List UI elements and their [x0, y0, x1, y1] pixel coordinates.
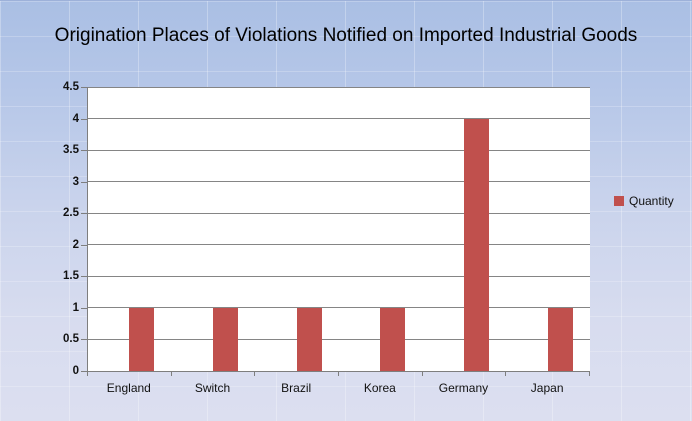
y-axis-tick [81, 339, 87, 341]
y-axis-tick [81, 181, 87, 183]
y-axis-tick-label: 2.5 [63, 207, 79, 220]
x-axis-category-label: England [106, 381, 151, 395]
y-axis-tick-label: 0.5 [63, 333, 79, 346]
y-axis-tick-label: 2 [72, 238, 79, 251]
y-axis-tick [81, 307, 87, 309]
x-axis-tick [421, 372, 423, 376]
gridline [88, 212, 590, 214]
legend: Quantity [614, 194, 674, 208]
legend-series-label: Quantity [629, 194, 674, 208]
gridline [88, 149, 590, 151]
x-axis-category-label: Germany [438, 381, 489, 395]
x-axis-tick [338, 372, 339, 376]
x-axis-category-label: Korea [363, 381, 396, 395]
bar-england [129, 307, 155, 371]
y-axis-tick-label: 4.5 [63, 81, 79, 93]
gridline [88, 338, 590, 340]
gridline [88, 244, 590, 246]
y-axis-tick [81, 150, 87, 152]
bar-brazil [296, 307, 322, 371]
y-axis-tick [81, 87, 87, 88]
bar-korea [380, 307, 406, 371]
y-axis-tick-label: 1 [72, 301, 79, 314]
chart-title: Origination Places of Violations Notifie… [54, 25, 638, 46]
x-axis-category-label: Brazil [281, 381, 312, 395]
legend-swatch-icon [614, 196, 624, 206]
x-axis-tick [505, 372, 507, 376]
y-axis-tick [81, 371, 87, 372]
gridline [88, 86, 590, 88]
y-axis-tick [81, 276, 87, 278]
bar-japan [547, 307, 573, 371]
y-axis-tick [81, 118, 87, 120]
y-axis-tick-label: 1.5 [63, 270, 79, 283]
x-axis-category-label: Japan [530, 381, 564, 395]
gridline [88, 307, 590, 309]
gridline [88, 181, 590, 183]
x-axis-tick [254, 372, 256, 376]
x-axis-tick [170, 372, 172, 376]
y-axis-tick-label: 0 [72, 365, 79, 377]
plot-area [87, 86, 590, 372]
bar-germany [464, 118, 489, 371]
y-axis-tick-label: 4 [72, 112, 79, 125]
y-axis-tick [81, 213, 87, 215]
gridline [88, 118, 590, 120]
x-axis-tick [87, 372, 88, 376]
x-axis-tick [589, 372, 590, 376]
y-axis-tick-label: 3 [72, 175, 79, 188]
y-axis-tick-label: 3.5 [63, 144, 79, 157]
bar-switch [213, 307, 238, 371]
gridline [88, 275, 590, 277]
x-axis-category-label: Switch [194, 381, 231, 395]
y-axis-tick [81, 244, 87, 246]
